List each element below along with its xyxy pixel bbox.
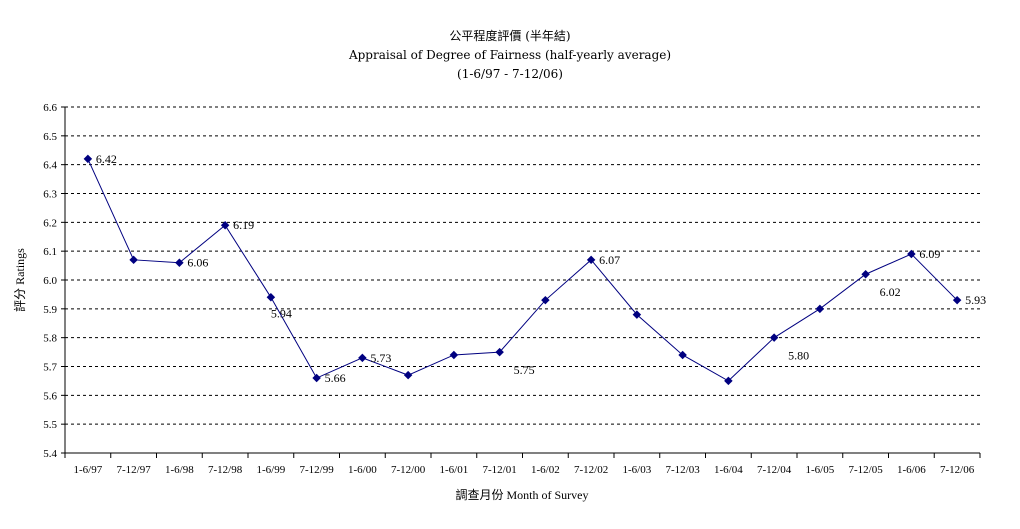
x-tick-label: 1-6/03	[623, 464, 652, 476]
data-label: 6.06	[187, 256, 208, 270]
data-point	[83, 154, 93, 164]
x-tick-label: 1-6/98	[165, 464, 194, 476]
x-tick-label: 1-6/04	[714, 464, 743, 476]
y-tick-label: 6.3	[43, 189, 57, 201]
data-point	[449, 350, 459, 360]
x-tick-label: 7-12/01	[483, 464, 517, 476]
data-point	[129, 255, 138, 265]
data-label: 6.19	[233, 218, 254, 232]
x-tick-label: 7-12/98	[208, 464, 243, 476]
y-tick-label: 5.9	[43, 304, 57, 316]
x-tick-label: 1-6/97	[74, 464, 103, 476]
data-point	[586, 255, 596, 265]
data-point	[769, 333, 779, 342]
data-label: 5.73	[370, 351, 391, 365]
chart-period: (1-6/97 - 7-12/06)	[457, 67, 563, 81]
data-point	[495, 347, 504, 357]
y-tick-label: 6.4	[43, 160, 57, 172]
x-tick-label: 1-6/00	[348, 464, 377, 476]
data-point	[632, 310, 642, 319]
x-tick-label: 7-12/97	[117, 464, 152, 476]
x-axis-title: 調查月份 Month of Survey	[456, 488, 589, 502]
data-label: 6.07	[599, 253, 620, 267]
y-tick-label: 5.8	[43, 333, 57, 345]
gridlines	[65, 106, 980, 425]
x-tick-label: 7-12/02	[574, 464, 608, 476]
data-point	[861, 269, 870, 279]
data-label: 5.75	[514, 363, 535, 377]
x-tick-label: 1-6/02	[531, 464, 560, 476]
data-point	[358, 353, 367, 363]
y-tick-label: 5.6	[43, 390, 57, 402]
x-tick-label: 7-12/05	[849, 464, 884, 476]
x-tick-label: 7-12/06	[940, 464, 975, 476]
y-tick-label: 6.6	[43, 102, 57, 114]
chart-title: 公平程度評價 (半年結)	[449, 28, 570, 43]
series-line	[83, 154, 962, 386]
data-point	[312, 373, 321, 383]
y-tick-label: 6.2	[43, 217, 57, 229]
y-tick-label: 5.5	[43, 419, 57, 431]
data-point	[266, 293, 276, 302]
data-labels: 6.42 6.06 6.19 5.94 5.66 5.73 5.75 6.07 5.80 6.02…	[96, 152, 986, 385]
data-point	[678, 350, 687, 360]
data-point	[815, 304, 825, 314]
data-point	[175, 258, 184, 267]
x-tick-labels: 1-6/97 7-12/97 1-6/98 7-12/98 1-6/99 7-12/99 1…	[64, 453, 981, 476]
x-tick-label: 7-12/03	[666, 464, 701, 476]
x-tick-label: 1-6/06	[897, 464, 926, 476]
chart-subtitle: Appraisal of Degree of Fairness (half-ye…	[348, 48, 671, 62]
x-tick-label: 7-12/04	[757, 464, 792, 476]
y-tick-labels: 5.4 5.5 5.6 5.7 5.8 5.9 6.0 6.1 6.2 6.3 6.4 6.5 6.6	[43, 102, 65, 460]
y-tick-label: 6.5	[43, 131, 57, 143]
data-point	[952, 295, 962, 305]
x-tick-label: 7-12/99	[300, 464, 335, 476]
data-point	[724, 376, 733, 386]
data-point	[541, 295, 550, 305]
y-tick-label: 6.0	[43, 275, 57, 287]
data-point	[220, 220, 230, 230]
x-tick-label: 1-6/05	[806, 464, 835, 476]
data-label: 6.02	[880, 285, 901, 299]
y-tick-label: 5.4	[43, 448, 57, 460]
data-label: 5.93	[965, 293, 986, 307]
y-tick-label: 6.1	[43, 246, 57, 258]
data-label: 5.94	[271, 306, 292, 320]
series-polyline	[87, 158, 958, 382]
x-tick-label: 1-6/01	[440, 464, 469, 476]
y-tick-label: 5.7	[43, 362, 57, 374]
data-label: 5.66	[325, 371, 346, 385]
data-label: 6.42	[96, 152, 117, 166]
x-tick-label: 1-6/99	[257, 464, 286, 476]
x-tick-label: 7-12/00	[391, 464, 426, 476]
y-axis-title: 評分 Ratings	[12, 248, 27, 312]
data-label: 6.09	[919, 247, 940, 261]
data-point	[403, 370, 413, 380]
data-label: 5.80	[788, 349, 809, 363]
